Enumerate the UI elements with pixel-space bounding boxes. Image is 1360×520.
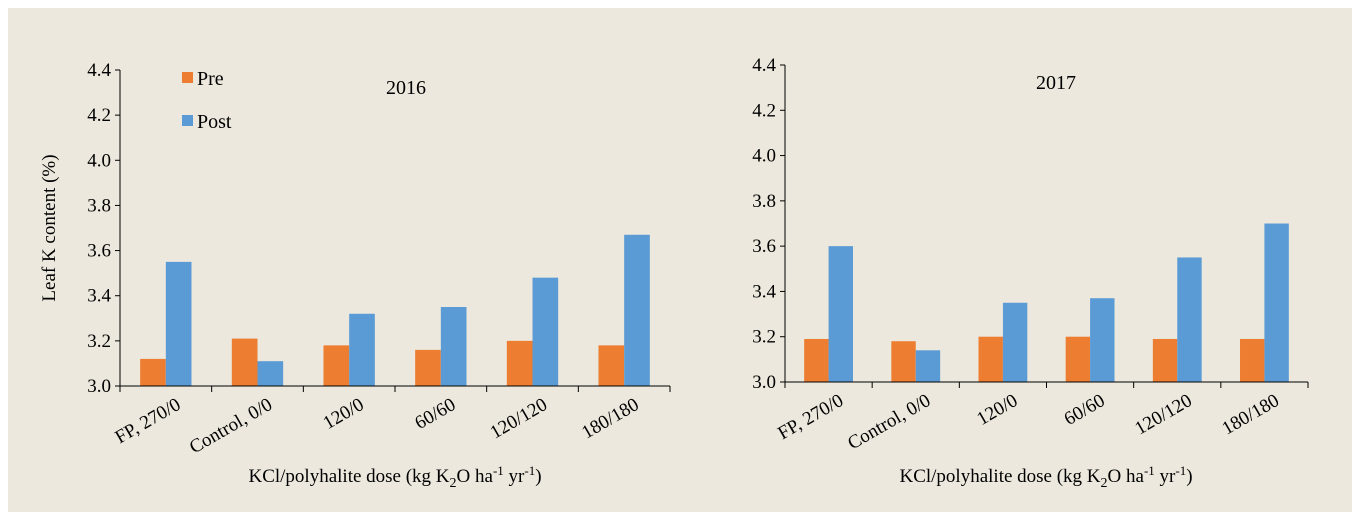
y-tick-label: 4.0 bbox=[752, 146, 776, 167]
legend-post-swatch bbox=[182, 115, 193, 126]
x-category-label: 60/60 bbox=[411, 394, 459, 434]
bar-post-2 bbox=[915, 350, 941, 382]
x-axis-title-2017: KCl/polyhalite dose (kg K2O ha-1 yr-1) bbox=[899, 463, 1192, 491]
y-tick-label: 4.0 bbox=[87, 150, 111, 171]
bar-pre-3 bbox=[978, 336, 1003, 382]
y-tick-label: 3.0 bbox=[87, 376, 111, 397]
bar-pre-4 bbox=[1065, 336, 1091, 382]
x-category-label: 120/120 bbox=[1131, 390, 1195, 439]
panel-title-2016: 2016 bbox=[386, 77, 426, 99]
bars-2017 bbox=[804, 223, 1289, 382]
x-category-label: FP, 270/0 bbox=[112, 394, 185, 448]
x-category-label: Control, 0/0 bbox=[844, 390, 934, 454]
y-tick-label: 3.6 bbox=[752, 236, 776, 257]
y-tick-label: 3.4 bbox=[752, 281, 776, 302]
bar-pre-1 bbox=[140, 358, 166, 386]
bar-post-3 bbox=[1002, 302, 1028, 382]
legend-post-label: Post bbox=[197, 111, 232, 133]
x-category-labels-2016: FP, 270/0 Control, 0/0 120/0 60/60 120/120 18… bbox=[112, 386, 671, 458]
y-tick-label: 3.8 bbox=[752, 191, 776, 212]
x-category-label: Control, 0/0 bbox=[186, 394, 276, 458]
bar-pre-1 bbox=[804, 338, 829, 382]
y-tick-labels-2016: 3.0 3.2 3.4 3.6 3.8 4.0 4.2 4.4 bbox=[87, 60, 120, 397]
x-title-sup: -1 bbox=[524, 463, 535, 478]
y-axis-title: Leaf K content (%) bbox=[39, 154, 60, 301]
bar-post-4 bbox=[1090, 298, 1115, 382]
bar-post-3 bbox=[349, 313, 375, 386]
y-tick-label: 3.0 bbox=[752, 372, 776, 393]
bar-post-1 bbox=[165, 261, 192, 386]
legend-pre-label: Pre bbox=[197, 68, 224, 90]
x-title-part: O ha bbox=[1108, 466, 1145, 487]
x-category-label: FP, 270/0 bbox=[774, 390, 847, 444]
bar-pre-3 bbox=[323, 345, 350, 386]
x-title-sup: -1 bbox=[493, 463, 504, 478]
bar-post-4 bbox=[440, 307, 467, 386]
legend: Pre Post bbox=[182, 68, 232, 133]
y-tick-label: 3.8 bbox=[87, 195, 111, 216]
y-tick-label: 3.6 bbox=[87, 241, 111, 262]
y-tick-label: 4.2 bbox=[752, 100, 776, 121]
bar-pre-6 bbox=[598, 345, 625, 386]
y-tick-label: 3.4 bbox=[87, 286, 111, 307]
x-category-label: 60/60 bbox=[1061, 390, 1109, 430]
bar-pre-6 bbox=[1240, 338, 1265, 382]
chart-panel-2016: 3.0 3.2 3.4 3.6 3.8 4.0 4.2 4.4 FP, 270/0 Contro… bbox=[39, 60, 671, 491]
legend-pre-swatch bbox=[182, 72, 193, 83]
bar-post-5 bbox=[1177, 257, 1202, 382]
x-title-part: ) bbox=[1186, 466, 1192, 487]
figure: 3.0 3.2 3.4 3.6 3.8 4.0 4.2 4.4 FP, 270/0 Contro… bbox=[8, 8, 1352, 512]
x-category-label: 180/180 bbox=[1218, 390, 1282, 439]
bar-pre-5 bbox=[1152, 338, 1178, 382]
x-title-part: ) bbox=[535, 466, 541, 487]
bar-pre-5 bbox=[506, 340, 533, 386]
x-title-part: yr bbox=[1155, 466, 1176, 487]
chart-panel-2017: 3.0 3.2 3.4 3.6 3.8 4.0 4.2 4.4 FP, 270/0Contro… bbox=[752, 55, 1309, 491]
y-tick-label: 4.4 bbox=[87, 60, 111, 81]
bar-post-6 bbox=[624, 234, 650, 386]
bar-pre-2 bbox=[231, 338, 258, 386]
x-title-part: KCl/polyhalite dose (kg K bbox=[899, 466, 1100, 487]
bar-pre-2 bbox=[891, 341, 916, 382]
panel-title-2017: 2017 bbox=[1036, 72, 1076, 94]
y-tick-labels-2017: 3.0 3.2 3.4 3.6 3.8 4.0 4.2 4.4 bbox=[752, 55, 785, 393]
x-title-part: yr bbox=[504, 466, 525, 487]
bar-post-5 bbox=[532, 277, 559, 386]
bar-post-6 bbox=[1264, 223, 1289, 382]
bar-post-1 bbox=[828, 246, 853, 382]
y-tick-label: 3.2 bbox=[87, 331, 111, 352]
x-category-label: 120/0 bbox=[973, 390, 1021, 430]
x-category-label: 120/0 bbox=[320, 394, 368, 434]
x-title-sup: -1 bbox=[1144, 463, 1155, 478]
x-category-label: 180/180 bbox=[578, 394, 642, 443]
x-title-sub: 2 bbox=[450, 476, 457, 491]
bars-2016 bbox=[140, 234, 650, 386]
bar-post-2 bbox=[257, 361, 284, 386]
x-title-part: KCl/polyhalite dose (kg K bbox=[248, 466, 449, 487]
x-title-sub: 2 bbox=[1101, 476, 1108, 491]
y-tick-label: 3.2 bbox=[752, 327, 776, 348]
x-axis-title-2016: KCl/polyhalite dose (kg K2O ha-1 yr-1) bbox=[248, 463, 541, 491]
y-tick-label: 4.4 bbox=[752, 55, 776, 76]
x-category-label: 120/120 bbox=[487, 394, 551, 443]
x-title-sup: -1 bbox=[1175, 463, 1186, 478]
y-tick-label: 4.2 bbox=[87, 105, 111, 126]
two-panel-bar-chart: 3.03.23.43.63.84.04.24.4 FP, 270/0 Contro… bbox=[39, 55, 1309, 491]
bar-pre-4 bbox=[415, 349, 441, 386]
x-title-part: O ha bbox=[457, 466, 494, 487]
